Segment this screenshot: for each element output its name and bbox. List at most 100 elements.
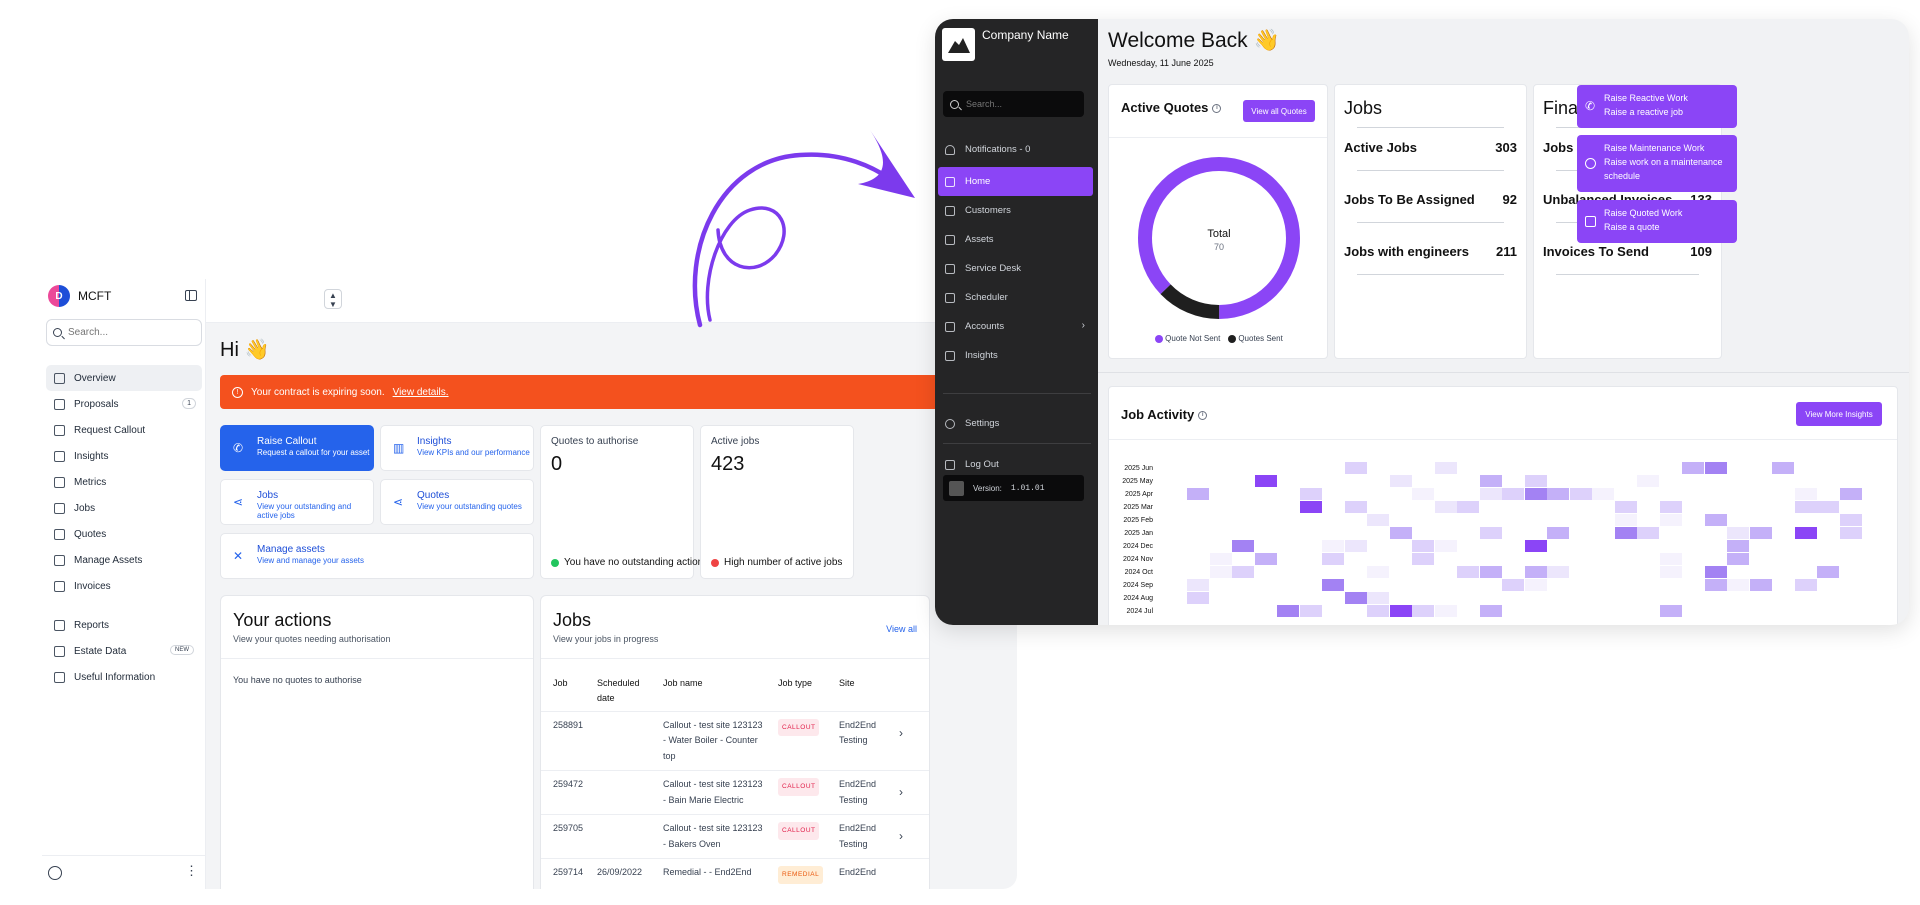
heatmap-cell[interactable] xyxy=(1547,566,1569,578)
sidebar-item-request-callout[interactable]: Request Callout xyxy=(46,417,202,443)
row-chevron-icon[interactable]: › xyxy=(887,770,929,815)
heatmap-cell[interactable] xyxy=(1839,514,1862,526)
sidebar-item-accounts[interactable]: Accounts › xyxy=(938,312,1093,341)
brand[interactable]: D MCFT xyxy=(48,285,111,307)
heatmap-cell[interactable] xyxy=(1592,488,1614,500)
info-icon[interactable]: i xyxy=(1212,104,1222,114)
heatmap-cell[interactable] xyxy=(1209,566,1232,578)
heatmap-cell[interactable] xyxy=(1254,475,1277,487)
heatmap-cell[interactable] xyxy=(1457,566,1479,578)
heatmap-cell[interactable] xyxy=(1187,592,1209,604)
sidebar-item-customers[interactable]: Customers xyxy=(938,196,1093,225)
heatmap-cell[interactable] xyxy=(1659,566,1682,578)
heatmap-cell[interactable] xyxy=(1839,527,1862,539)
info-icon[interactable]: i xyxy=(1198,411,1208,421)
manage-assets-button[interactable]: ✕ Manage assets View and manage your ass… xyxy=(220,533,534,579)
sidebar-item-insights[interactable]: Insights xyxy=(938,341,1093,370)
heatmap-cell[interactable] xyxy=(1389,527,1412,539)
heatmap-cell[interactable] xyxy=(1659,501,1682,513)
view-more-insights-button[interactable]: View More Insights xyxy=(1796,402,1882,426)
view-all-quotes-button[interactable]: View all Quotes xyxy=(1243,100,1315,122)
sidebar-item-metrics[interactable]: Metrics xyxy=(46,469,202,495)
more-options-icon[interactable]: ⋮ xyxy=(185,863,198,878)
insights-button[interactable]: ▥ Insights View KPIs and our performance xyxy=(380,425,534,471)
heatmap-cell[interactable] xyxy=(1704,514,1727,526)
heatmap-cell[interactable] xyxy=(1299,488,1322,500)
sidebar-item-assets[interactable]: Assets xyxy=(938,225,1093,254)
heatmap-cell[interactable] xyxy=(1232,540,1254,552)
summary-row[interactable]: Invoices To Send 109 xyxy=(1543,244,1712,259)
raise-maintenance-work-button[interactable]: Raise Maintenance Work Raise work on a m… xyxy=(1577,135,1737,192)
heatmap-cell[interactable] xyxy=(1434,462,1457,474)
heatmap-cell[interactable] xyxy=(1794,501,1817,513)
summary-row[interactable]: Active Jobs 303 xyxy=(1344,140,1517,155)
heatmap-cell[interactable] xyxy=(1187,579,1209,591)
heatmap-cell[interactable] xyxy=(1524,475,1547,487)
sidebar-item-service-desk[interactable]: Service Desk xyxy=(938,254,1093,283)
heatmap-cell[interactable] xyxy=(1682,462,1704,474)
heatmap-cell[interactable] xyxy=(1524,488,1547,500)
sidebar-item-invoices[interactable]: Invoices xyxy=(46,573,202,599)
heatmap-cell[interactable] xyxy=(1524,540,1547,552)
raise-quoted-work-button[interactable]: Raise Quoted Work Raise a quote xyxy=(1577,200,1737,243)
heatmap-cell[interactable] xyxy=(1794,579,1817,591)
heatmap-cell[interactable] xyxy=(1344,540,1367,552)
heatmap-cell[interactable] xyxy=(1479,605,1502,617)
heatmap-cell[interactable] xyxy=(1389,475,1412,487)
table-row[interactable]: 259705 Callout - test site 123123 - Baker… xyxy=(541,814,929,859)
heatmap-cell[interactable] xyxy=(1344,462,1367,474)
heatmap-cell[interactable] xyxy=(1794,488,1817,500)
sidebar-item-scheduler[interactable]: Scheduler xyxy=(938,283,1093,312)
heatmap-cell[interactable] xyxy=(1479,566,1502,578)
summary-row[interactable]: Jobs To Be Assigned 92 xyxy=(1344,192,1517,207)
heatmap-cell[interactable] xyxy=(1659,605,1682,617)
heatmap-cell[interactable] xyxy=(1479,475,1502,487)
heatmap-cell[interactable] xyxy=(1794,527,1817,539)
heatmap-cell[interactable] xyxy=(1367,566,1389,578)
sidebar-item-reports[interactable]: Reports xyxy=(46,612,202,638)
sidebar-item-settings[interactable]: Settings xyxy=(938,409,1093,438)
table-row[interactable]: 259714 26/09/2022 Remedial - - End2End REME… xyxy=(541,858,929,889)
left-search[interactable] xyxy=(46,319,202,346)
heatmap-cell[interactable] xyxy=(1457,501,1479,513)
heatmap-cell[interactable] xyxy=(1614,527,1637,539)
heatmap-cell[interactable] xyxy=(1659,553,1682,565)
quotes-to-authorise-card[interactable]: Quotes to authorise 0 You have no outsta… xyxy=(540,425,708,579)
raise-callout-button[interactable]: ✆ Raise Callout Request a callout for yo… xyxy=(220,425,374,471)
heatmap-cell[interactable] xyxy=(1547,527,1569,539)
heatmap-cell[interactable] xyxy=(1209,553,1232,565)
sidebar-item-logout[interactable]: Log Out xyxy=(938,450,1093,479)
heatmap-cell[interactable] xyxy=(1749,527,1772,539)
table-row[interactable]: 259472 Callout - test site 123123 - Bain … xyxy=(541,770,929,815)
heatmap-cell[interactable] xyxy=(1322,579,1344,591)
heatmap-cell[interactable] xyxy=(1367,514,1389,526)
heatmap-cell[interactable] xyxy=(1322,540,1344,552)
heatmap-cell[interactable] xyxy=(1817,566,1839,578)
raise-reactive-work-button[interactable]: ✆ Raise Reactive Work Raise a reactive j… xyxy=(1577,85,1737,128)
donut-slice-quotes-sent[interactable] xyxy=(1138,157,1300,319)
heatmap-cell[interactable] xyxy=(1344,592,1367,604)
heatmap-cell[interactable] xyxy=(1727,527,1749,539)
heatmap-cell[interactable] xyxy=(1704,566,1727,578)
heatmap-cell[interactable] xyxy=(1412,540,1434,552)
heatmap-cell[interactable] xyxy=(1367,592,1389,604)
sidebar-item-quotes[interactable]: Quotes xyxy=(46,521,202,547)
heatmap-cell[interactable] xyxy=(1614,514,1637,526)
donut-slice-quote-not-sent[interactable] xyxy=(1138,157,1300,319)
heatmap-cell[interactable] xyxy=(1277,605,1299,617)
summary-row[interactable]: Jobs with engineers 211 xyxy=(1344,244,1517,259)
quotes-button[interactable]: ⋖ Quotes View your outstanding quotes xyxy=(380,479,534,525)
heatmap-cell[interactable] xyxy=(1254,553,1277,565)
sidebar-item-overview[interactable]: Overview xyxy=(46,365,202,391)
heatmap-cell[interactable] xyxy=(1749,579,1772,591)
table-row[interactable]: 258891 Callout - test site 123123 - Water… xyxy=(541,711,929,771)
heatmap-cell[interactable] xyxy=(1817,501,1839,513)
heatmap-cell[interactable] xyxy=(1367,605,1389,617)
heatmap-cell[interactable] xyxy=(1434,540,1457,552)
user-avatar-icon[interactable] xyxy=(48,866,62,880)
heatmap-cell[interactable] xyxy=(1344,501,1367,513)
heatmap-cell[interactable] xyxy=(1434,501,1457,513)
sidebar-item-insights[interactable]: Insights xyxy=(46,443,202,469)
active-jobs-card[interactable]: Active jobs 423 High number of active jo… xyxy=(700,425,854,579)
sidebar-toggle-icon[interactable] xyxy=(185,290,197,301)
